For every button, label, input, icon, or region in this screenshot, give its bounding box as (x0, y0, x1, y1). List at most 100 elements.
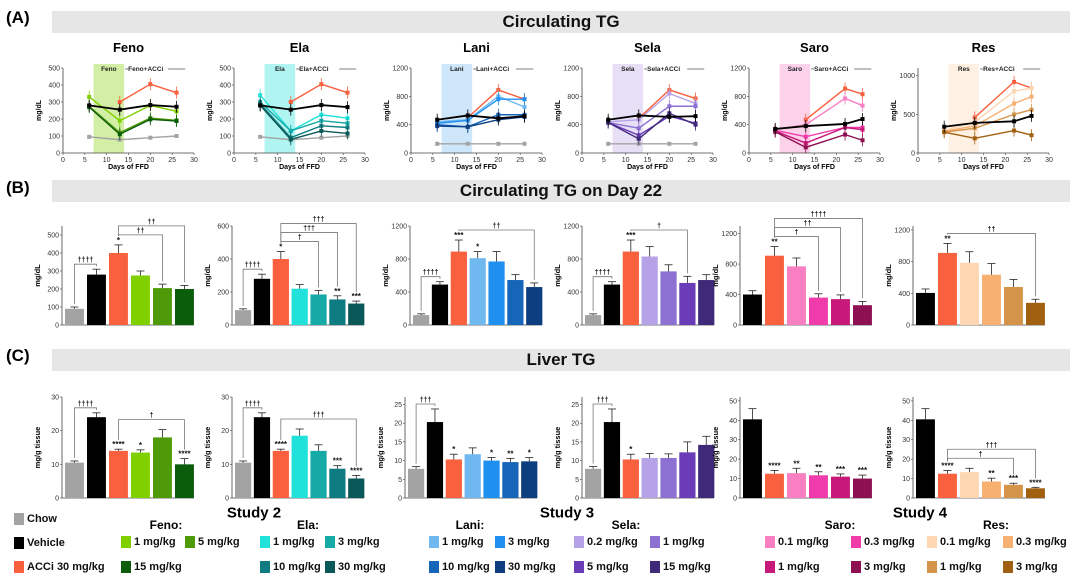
data-point (522, 97, 527, 102)
dagger-significance: †† (988, 226, 996, 233)
bar (87, 417, 106, 498)
legend-item-feno: 5 mg/kg (185, 536, 240, 548)
data-point (803, 134, 808, 139)
legend-item-res: 0.3 mg/kg (1003, 536, 1067, 548)
bar (153, 437, 172, 498)
legend-swatch (1003, 561, 1013, 573)
data-point (117, 132, 122, 137)
series-line (437, 114, 525, 121)
data-point (148, 82, 153, 87)
y-axis-label: mg/g tissue (711, 427, 720, 469)
legend-item-ela: 1 mg/kg (260, 536, 315, 548)
y-axis-label: mg/dL (381, 264, 390, 287)
data-point (773, 126, 778, 131)
y-tick-label: 1200 (894, 227, 910, 234)
y-tick-label: 100 (47, 305, 59, 312)
x-tick-label: 10 (789, 157, 797, 164)
legend-label: 3 mg/kg (1016, 561, 1058, 573)
series-line (608, 105, 696, 129)
legend-item-saro: 1 mg/kg (765, 561, 820, 573)
significance-stars: *** (333, 457, 343, 466)
series-line (260, 135, 348, 141)
dagger-significance: † (150, 413, 154, 420)
legend-swatch (927, 536, 937, 548)
legend-swatch (495, 536, 505, 548)
dagger-significance: †† (148, 219, 156, 226)
bar (272, 450, 289, 498)
x-tick-label: 5 (83, 157, 87, 164)
data-point (435, 141, 440, 146)
data-point (435, 117, 440, 122)
dagger-significance: †††† (78, 401, 94, 408)
y-tick-label: 1200 (563, 66, 579, 73)
legend-item-sela: 5 mg/kg (574, 561, 629, 573)
x-axis-label: Days of FFD (794, 164, 835, 171)
dagger-significance: † (298, 235, 302, 242)
y-axis-label: mg/dL (384, 99, 391, 121)
study-label: Study 4 (892, 504, 948, 522)
legend-swatch (121, 561, 131, 573)
series-line (119, 83, 177, 103)
data-point (148, 117, 153, 122)
legend-item-res: 0.1 mg/kg (927, 536, 991, 548)
comparison-bracket (774, 218, 863, 299)
y-axis-label: mg/dL (553, 264, 562, 287)
legend-label: 1 mg/kg (273, 536, 315, 548)
x-tick-label: 15 (644, 157, 652, 164)
bar (431, 284, 449, 325)
legend-label: 0.1 mg/kg (940, 536, 991, 548)
series-line (259, 104, 348, 141)
legend-item-feno: 1 mg/kg (121, 536, 176, 548)
x-tick-label: 5 (769, 157, 773, 164)
dagger-significance: †† (137, 228, 145, 235)
series-line (259, 103, 348, 139)
significance-stars: ** (334, 287, 341, 296)
bar (853, 478, 872, 498)
panel-a-label: (A) (6, 8, 30, 27)
bar (938, 473, 957, 498)
legend-label: ACCi 30 mg/kg (27, 561, 105, 573)
series-line (607, 112, 696, 140)
y-tick-label: 25 (571, 402, 579, 409)
y-tick-label: 10 (571, 458, 579, 465)
dagger-significance: †††† (423, 270, 439, 277)
data-point (288, 100, 293, 104)
data-point (465, 124, 470, 129)
y-axis-label: mg/g tissue (33, 427, 42, 469)
x-tick-label: 5 (602, 157, 606, 164)
bar (809, 297, 828, 325)
significance-stars: * (476, 243, 480, 252)
x-tick-label: 10 (622, 157, 630, 164)
bar (348, 303, 365, 325)
y-tick-label: 20 (571, 421, 579, 428)
bar (641, 457, 658, 498)
series-line (608, 114, 696, 121)
significance-stars: * (279, 243, 283, 252)
legend-item-chow: Chow (14, 513, 57, 525)
y-tick-label: 400 (47, 251, 59, 258)
data-point (1012, 112, 1017, 117)
y-axis-label: mg/dL (722, 99, 729, 121)
data-point (972, 136, 977, 141)
x-tick-label: 20 (494, 157, 502, 164)
band-label: Lani (450, 66, 464, 73)
y-tick-label: 800 (395, 257, 407, 264)
legend-item-saro: 0.3 mg/kg (851, 536, 915, 548)
legend-item-sela: 0.2 mg/kg (574, 536, 638, 548)
band-label: Saro (788, 66, 802, 73)
bar (765, 255, 784, 325)
series-line (638, 89, 696, 119)
bar (660, 457, 677, 498)
x-tick-label: 10 (451, 157, 459, 164)
legend-label: 15 mg/kg (134, 561, 182, 573)
data-point (1012, 119, 1017, 124)
y-tick-label: 1200 (730, 66, 746, 73)
y-tick-label: 400 (567, 122, 579, 129)
bar (679, 282, 696, 325)
y-axis-label: mg/g tissue (376, 427, 385, 469)
comparison-bracket (947, 233, 1036, 297)
bar (450, 251, 467, 325)
series-line (437, 98, 525, 124)
data-point (860, 117, 865, 121)
legend-label: 1 mg/kg (940, 561, 982, 573)
